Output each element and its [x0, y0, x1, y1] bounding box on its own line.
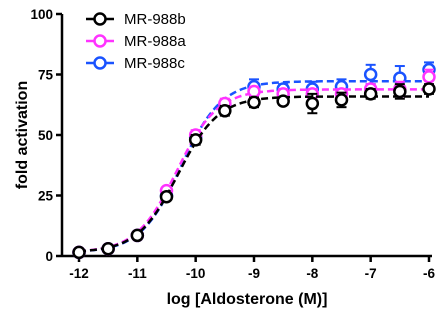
- ticks: -12 -11 -10 -9 -8 -7 -6 0 25 50 75 100: [30, 7, 435, 281]
- data-point: [422, 82, 436, 96]
- legend: MR-988b MR-988a MR-988c: [86, 11, 186, 72]
- data-point: [363, 87, 378, 101]
- data-point: [101, 241, 115, 256]
- data-point: [247, 95, 261, 110]
- fit-curve: [78, 95, 429, 253]
- legend-marker: [93, 12, 107, 26]
- x-tick-label: -8: [306, 266, 318, 281]
- data-point: [363, 67, 378, 82]
- y-axis-title: fold activation: [14, 81, 31, 189]
- axes: [60, 14, 432, 258]
- x-tick-label: -6: [423, 266, 435, 281]
- fit-curve: [78, 88, 429, 253]
- series-layer: [72, 61, 436, 260]
- legend-label: MR-988b: [124, 11, 186, 28]
- x-tick-label: -9: [248, 266, 260, 281]
- y-tick-label: 75: [38, 68, 54, 83]
- data-point: [334, 93, 349, 107]
- x-tick-label: -7: [365, 266, 377, 281]
- y-tick-label: 100: [30, 7, 53, 22]
- data-point: [276, 94, 290, 108]
- data-point: [188, 133, 203, 147]
- legend-marker: [93, 56, 107, 70]
- data-point: [159, 189, 174, 204]
- data-point: [247, 84, 261, 99]
- data-point: [422, 70, 436, 84]
- y-tick-label: 25: [38, 189, 54, 204]
- data-point: [218, 104, 232, 118]
- y-tick-label: 50: [38, 128, 53, 143]
- legend-marker: [93, 34, 107, 48]
- x-axis-title: log [Aldosterone (M)]: [167, 291, 328, 308]
- data-point: [393, 84, 407, 99]
- x-tick-label: -11: [128, 266, 147, 281]
- data-point: [305, 96, 320, 111]
- data-point: [72, 245, 86, 260]
- series-mr-988b: [72, 82, 436, 260]
- x-tick-label: -12: [69, 266, 89, 281]
- y-tick-label: 0: [45, 249, 53, 264]
- data-point: [130, 228, 145, 243]
- legend-label: MR-988a: [124, 33, 186, 50]
- x-tick-label: -10: [186, 266, 206, 281]
- legend-label: MR-988c: [124, 55, 185, 72]
